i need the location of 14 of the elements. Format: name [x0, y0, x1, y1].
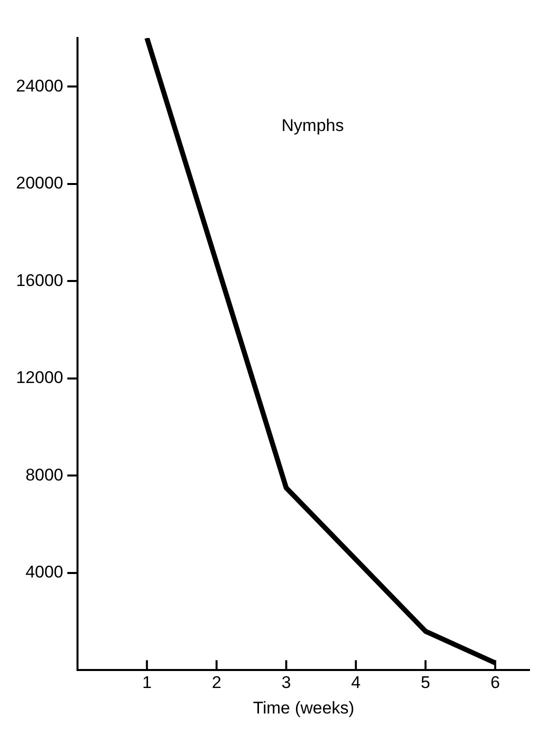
y-tick-label: 4000	[25, 562, 64, 582]
annotation: Nymphs	[282, 116, 344, 136]
x-axis-title: Time (weeks)	[252, 698, 354, 718]
y-tick-label: 24000	[16, 76, 64, 96]
x-tick-label: 3	[281, 673, 291, 692]
x-tick-label: 2	[212, 673, 222, 692]
x-tick-label: 6	[490, 673, 500, 692]
y-tick-label: 20000	[16, 174, 64, 193]
x-tick-label: 1	[142, 673, 152, 692]
x-tick-label: 4	[351, 673, 361, 692]
y-tick-label: 16000	[16, 270, 64, 290]
y-tick-label: 8000	[25, 465, 64, 484]
y-tick-label: 12000	[16, 368, 64, 388]
x-tick-label: 5	[420, 673, 430, 692]
